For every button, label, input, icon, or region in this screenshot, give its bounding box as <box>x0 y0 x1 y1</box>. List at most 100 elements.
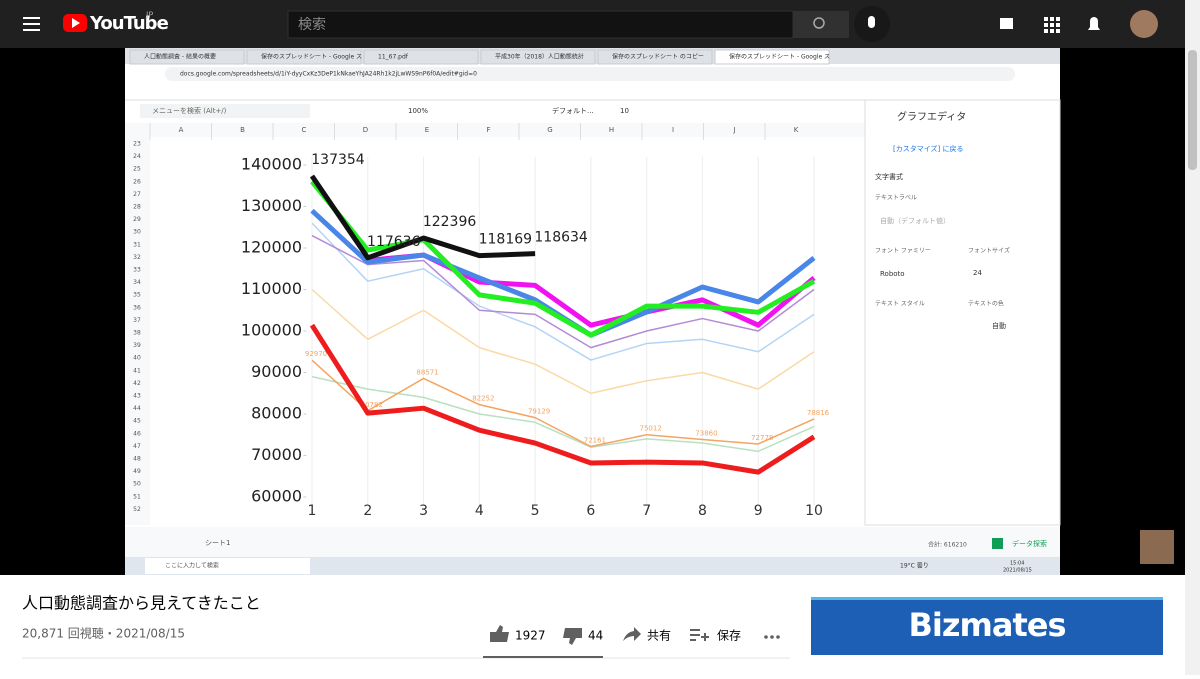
dislike-icon[interactable] <box>563 628 582 645</box>
row-label: 28 <box>133 204 141 211</box>
browser-tab[interactable] <box>129 49 245 65</box>
data-label: 118634 <box>534 230 588 246</box>
apps-button[interactable] <box>1044 17 1060 33</box>
column-label: F <box>486 126 490 134</box>
data-label: 118169 <box>479 232 532 248</box>
data-label: 82252 <box>472 395 494 403</box>
search-box[interactable] <box>287 10 794 39</box>
column-header <box>125 123 865 137</box>
column-label: B <box>240 126 245 134</box>
column-label: D <box>363 126 368 134</box>
editor-back[interactable]: [カスタマイズ] に戻る <box>893 144 963 153</box>
save[interactable]: 保存 <box>717 629 741 643</box>
row-label: 39 <box>133 342 141 349</box>
avatar[interactable] <box>1130 10 1158 38</box>
mic-icon <box>868 16 875 28</box>
search-button[interactable] <box>793 11 849 38</box>
tab-title: 人口動態調査 - 結果の概要 <box>144 53 216 61</box>
row-label: 30 <box>133 229 141 236</box>
x-tick-label: 3 <box>419 503 428 519</box>
ad-accent <box>811 597 1163 600</box>
chart-editor <box>864 99 1061 526</box>
row-label: 35 <box>133 292 141 299</box>
data-label: 137354 <box>311 152 365 168</box>
y-tick-label: 70000 <box>251 445 302 464</box>
y-tick-label: 80000 <box>251 404 302 423</box>
row-label: 29 <box>133 216 141 223</box>
browser-tab[interactable] <box>246 49 362 65</box>
ad-brand[interactable]: Bizmates <box>909 606 1067 644</box>
dislike-count[interactable]: 44 <box>588 629 603 643</box>
row-label: 25 <box>133 166 141 173</box>
row-label: 33 <box>133 267 141 274</box>
x-tick-label: 6 <box>586 503 595 519</box>
y-tick-label: 100000 <box>241 321 302 340</box>
y-tick-label: 140000 <box>241 155 302 174</box>
column-label: C <box>302 126 307 134</box>
editor-value[interactable]: 自動 <box>992 321 1006 330</box>
share[interactable]: 共有 <box>647 629 671 643</box>
row-label: 41 <box>133 367 141 374</box>
like-count[interactable]: 1927 <box>515 629 546 643</box>
y-tick-label: 110000 <box>241 279 302 298</box>
browser-tab[interactable] <box>480 49 596 65</box>
share-icon[interactable] <box>623 627 641 641</box>
series-line <box>311 288 815 394</box>
date: 2021/08/15 <box>1003 568 1032 574</box>
row-label: 47 <box>133 443 141 450</box>
row-label: 46 <box>133 430 141 437</box>
row-label: 32 <box>133 254 141 261</box>
menu-search-text: メニューを検索 (Alt+/) <box>152 106 227 115</box>
create-button[interactable] <box>1000 18 1013 29</box>
scrollbar-thumb[interactable] <box>1188 50 1197 170</box>
browser-tab[interactable] <box>363 49 479 65</box>
data-label: 72778 <box>751 434 773 442</box>
x-tick-label: 4 <box>475 503 484 519</box>
y-tick-label: 90000 <box>251 362 302 381</box>
sheet-tab[interactable]: シート1 <box>205 539 230 547</box>
browser-tab[interactable] <box>714 49 830 65</box>
explore[interactable]: データ探索 <box>1012 539 1047 548</box>
row-label: 49 <box>133 468 141 475</box>
row-label: 42 <box>133 380 141 387</box>
editor-label: テキストラベル <box>875 195 917 202</box>
menu-button[interactable] <box>23 17 40 31</box>
x-tick-label: 2 <box>363 503 372 519</box>
row-label: 48 <box>133 456 141 463</box>
y-tick-label: 130000 <box>241 196 302 215</box>
row-label: 24 <box>133 153 141 160</box>
weather: 19°C 曇り <box>900 563 929 570</box>
ad-banner[interactable] <box>811 597 1163 655</box>
save-icon[interactable] <box>690 629 709 641</box>
channel-watermark[interactable] <box>1140 530 1174 564</box>
notifications-button[interactable] <box>1088 17 1100 30</box>
data-label: 78816 <box>807 409 830 417</box>
row-label: 27 <box>133 191 141 198</box>
row-label: 43 <box>133 393 141 400</box>
menu-search <box>140 104 310 118</box>
data-label: 75012 <box>640 425 662 433</box>
logo[interactable]: YouTube <box>89 13 170 34</box>
taskbar-search <box>145 558 310 574</box>
column-label: I <box>672 126 674 134</box>
browser-tab[interactable] <box>597 49 713 65</box>
scrollbar[interactable] <box>1185 0 1200 675</box>
editor-value[interactable]: Roboto <box>880 270 905 278</box>
sheet-bar <box>125 527 1060 557</box>
explore-icon[interactable] <box>992 538 1003 549</box>
more-button[interactable] <box>764 635 780 639</box>
like-icon[interactable] <box>490 625 509 642</box>
series-line <box>310 180 816 338</box>
data-label: 88571 <box>416 368 438 376</box>
tab-title: 11_67.pdf <box>378 54 409 61</box>
x-tick-label: 1 <box>308 503 317 519</box>
editor-label: テキストの色 <box>968 300 1004 308</box>
row-label: 34 <box>133 279 141 286</box>
row-label: 44 <box>133 405 141 412</box>
editor-value[interactable]: 24 <box>973 269 982 277</box>
data-label: 92970 <box>305 350 327 358</box>
y-tick-label: 120000 <box>241 238 302 257</box>
video-meta: 20,871 回視聴・2021/08/15 <box>22 626 185 641</box>
